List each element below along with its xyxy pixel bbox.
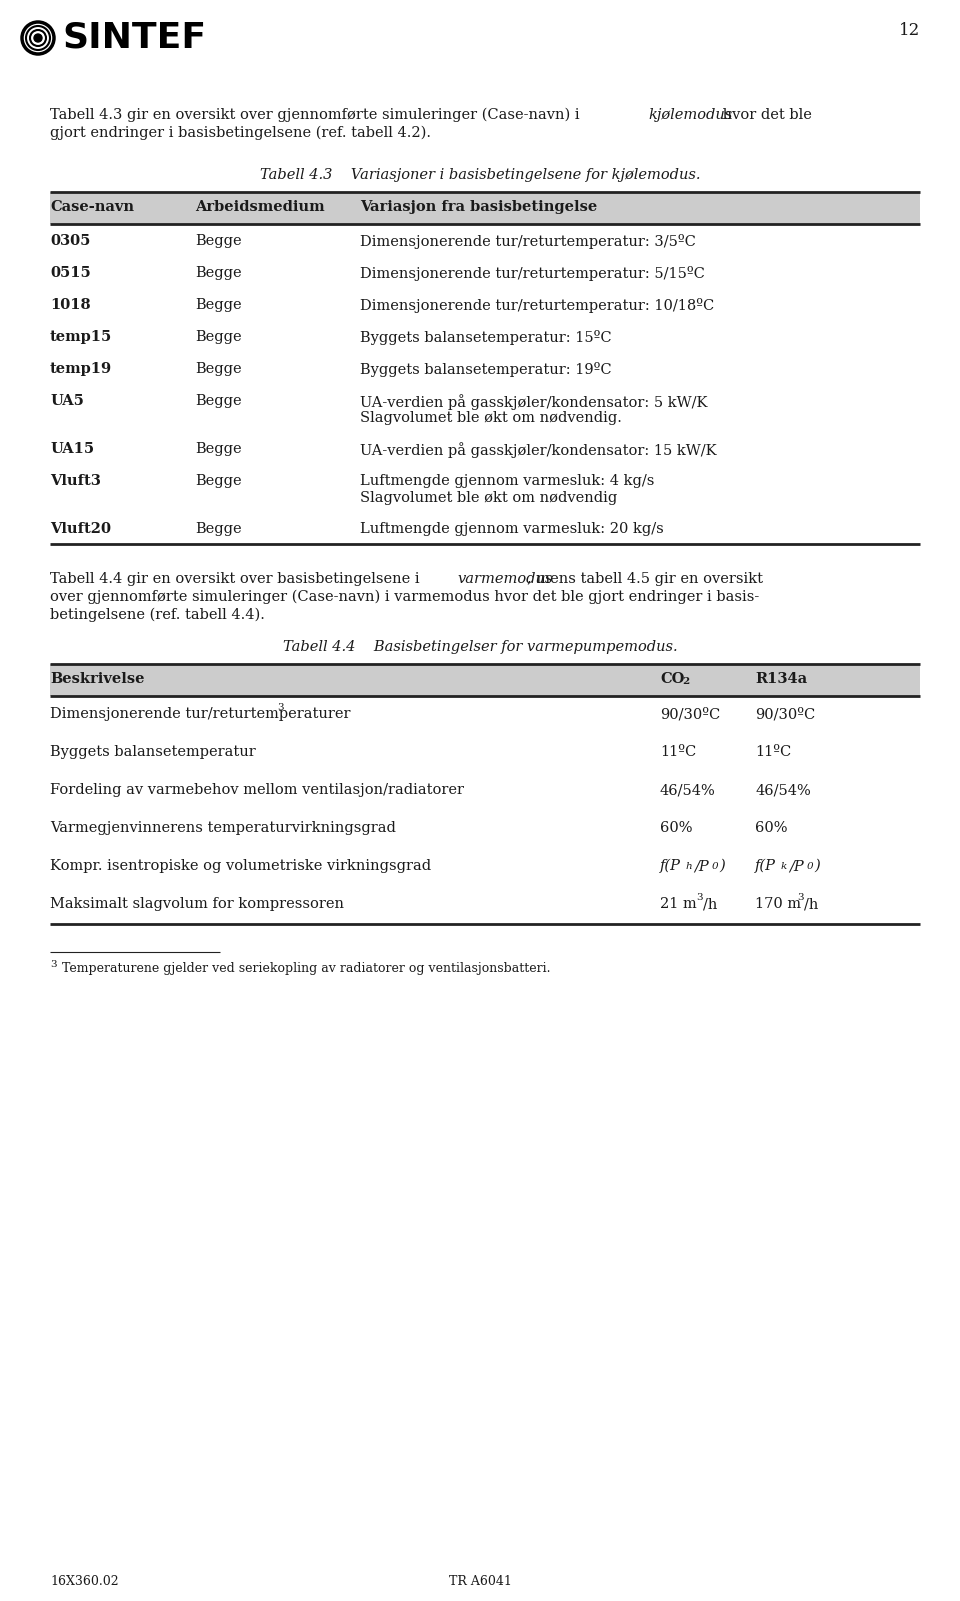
Text: Begge: Begge [195,442,242,456]
Text: Beskrivelse: Beskrivelse [50,672,145,685]
Text: over gjennomførte simuleringer (Case-navn) i varmemodus hvor det ble gjort endri: over gjennomførte simuleringer (Case-nav… [50,591,759,605]
Text: 170 m: 170 m [755,897,802,911]
Text: 0: 0 [712,861,719,871]
Text: Temperaturene gjelder ved seriekopling av radiatorer og ventilasjonsbatteri.: Temperaturene gjelder ved seriekopling a… [58,962,550,975]
Text: /h: /h [804,897,818,911]
Text: 60%: 60% [660,821,692,836]
Text: TR A6041: TR A6041 [448,1575,512,1588]
Text: k: k [781,861,787,871]
Text: Begge: Begge [195,298,242,312]
Text: kjølemodus: kjølemodus [648,107,732,122]
Text: 21 m: 21 m [660,897,697,911]
Text: 3: 3 [50,961,57,969]
Text: Kompr. isentropiske og volumetriske virkningsgrad: Kompr. isentropiske og volumetriske virk… [50,860,431,873]
Text: 2: 2 [682,677,689,685]
Text: Begge: Begge [195,522,242,536]
Text: Vluft20: Vluft20 [50,522,111,536]
Text: Begge: Begge [195,234,242,248]
Text: SINTEF: SINTEF [62,19,206,54]
Text: Byggets balansetemperatur: 19ºC: Byggets balansetemperatur: 19ºC [360,362,612,376]
Text: hvor det ble: hvor det ble [718,107,812,122]
Text: 90/30ºC: 90/30ºC [660,708,720,720]
Text: Arbeidsmedium: Arbeidsmedium [195,200,324,215]
Text: 11ºC: 11ºC [660,744,696,759]
Text: Tabell 4.4    Basisbetingelser for varmepumpemodus.: Tabell 4.4 Basisbetingelser for varmepum… [282,640,678,653]
Text: Luftmengde gjennom varmesluk: 4 kg/s: Luftmengde gjennom varmesluk: 4 kg/s [360,474,655,488]
Bar [50,192,920,224]
Text: Begge: Begge [195,474,242,488]
Text: Begge: Begge [195,362,242,376]
Circle shape [34,34,42,42]
Text: temp15: temp15 [50,330,112,344]
Text: 3: 3 [277,703,284,712]
Text: h: h [686,861,692,871]
Text: Byggets balansetemperatur: 15ºC: Byggets balansetemperatur: 15ºC [360,330,612,344]
Text: gjort endringer i basisbetingelsene (ref. tabell 4.2).: gjort endringer i basisbetingelsene (ref… [50,126,431,141]
Text: /P: /P [789,860,804,873]
Text: 3: 3 [696,893,703,901]
Text: Case-navn: Case-navn [50,200,134,215]
Text: temp19: temp19 [50,362,112,376]
Text: Dimensjonerende tur/returtemperatur: 5/15ºC: Dimensjonerende tur/returtemperatur: 5/1… [360,266,705,282]
Text: /P: /P [694,860,708,873]
Text: Tabell 4.4 gir en oversikt over basisbetingelsene i: Tabell 4.4 gir en oversikt over basisbet… [50,572,424,586]
Text: R134a: R134a [755,672,807,685]
Text: Slagvolumet ble økt om nødvendig.: Slagvolumet ble økt om nødvendig. [360,411,622,424]
Text: Begge: Begge [195,394,242,408]
Bar [50,664,920,696]
Text: Vluft3: Vluft3 [50,474,101,488]
Text: 1018: 1018 [50,298,90,312]
Text: Varmegjenvinnerens temperaturvirkningsgrad: Varmegjenvinnerens temperaturvirkningsgr… [50,821,396,836]
Text: 16X360.02: 16X360.02 [50,1575,119,1588]
Text: Begge: Begge [195,266,242,280]
Text: Maksimalt slagvolum for kompressoren: Maksimalt slagvolum for kompressoren [50,897,344,911]
Text: Fordeling av varmebehov mellom ventilasjon/radiatorer: Fordeling av varmebehov mellom ventilasj… [50,783,464,797]
Text: 0: 0 [807,861,814,871]
Text: CO: CO [660,672,684,685]
Text: , mens tabell 4.5 gir en oversikt: , mens tabell 4.5 gir en oversikt [527,572,763,586]
Text: 60%: 60% [755,821,787,836]
Text: 0515: 0515 [50,266,91,280]
Text: Slagvolumet ble økt om nødvendig: Slagvolumet ble økt om nødvendig [360,492,617,504]
Text: f(P: f(P [660,860,681,874]
Text: UA-verdien på gasskjøler/kondensator: 5 kW/K: UA-verdien på gasskjøler/kondensator: 5 … [360,394,708,410]
Text: /h: /h [703,897,717,911]
Text: 12: 12 [899,22,920,38]
Text: Dimensjonerende tur/returtemperatur: 3/5ºC: Dimensjonerende tur/returtemperatur: 3/5… [360,234,696,250]
Text: 46/54%: 46/54% [755,783,811,797]
Text: 90/30ºC: 90/30ºC [755,708,815,720]
Text: 46/54%: 46/54% [660,783,716,797]
Text: Luftmengde gjennom varmesluk: 20 kg/s: Luftmengde gjennom varmesluk: 20 kg/s [360,522,663,536]
Text: Tabell 4.3    Variasjoner i basisbetingelsene for kjølemodus.: Tabell 4.3 Variasjoner i basisbetingelse… [260,168,700,183]
Text: betingelsene (ref. tabell 4.4).: betingelsene (ref. tabell 4.4). [50,608,265,623]
Text: 3: 3 [797,893,804,901]
Text: Begge: Begge [195,330,242,344]
Text: 11ºC: 11ºC [755,744,791,759]
Text: Dimensjonerende tur/returtemperatur: 10/18ºC: Dimensjonerende tur/returtemperatur: 10/… [360,298,714,314]
Text: UA15: UA15 [50,442,94,456]
Text: Dimensjonerende tur/returtemperaturer: Dimensjonerende tur/returtemperaturer [50,708,350,720]
Text: Tabell 4.3 gir en oversikt over gjennomførte simuleringer (Case-navn) i: Tabell 4.3 gir en oversikt over gjennomf… [50,107,585,122]
Text: f(P: f(P [755,860,776,874]
Text: varmemodus: varmemodus [457,572,552,586]
Text: 0305: 0305 [50,234,90,248]
Text: ): ) [719,860,725,873]
Text: UA5: UA5 [50,394,84,408]
Text: UA-verdien på gasskjøler/kondensator: 15 kW/K: UA-verdien på gasskjøler/kondensator: 15… [360,442,716,458]
Text: ): ) [814,860,820,873]
Text: Byggets balansetemperatur: Byggets balansetemperatur [50,744,255,759]
Text: Variasjon fra basisbetingelse: Variasjon fra basisbetingelse [360,200,597,215]
